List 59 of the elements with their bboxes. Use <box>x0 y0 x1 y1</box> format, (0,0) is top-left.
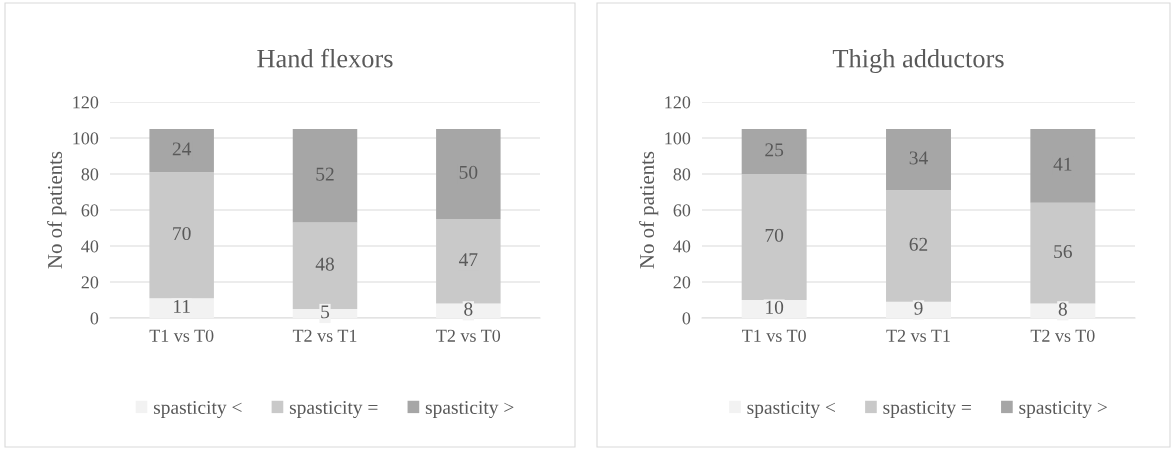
data-label: 24 <box>172 142 192 156</box>
data-label: 52 <box>316 167 334 181</box>
y-tick-label: 100 <box>665 132 691 145</box>
y-tick-label: 100 <box>73 132 99 145</box>
bar <box>741 129 807 174</box>
y-tick-label: 60 <box>81 204 99 217</box>
x-tick-label: T2 vs T0 <box>1030 329 1095 342</box>
legend-label: spasticity = <box>289 400 378 418</box>
data-label: 8 <box>464 302 473 316</box>
x-tick-label: T2 vs T1 <box>292 329 357 342</box>
x-tick-label: T2 vs T1 <box>886 329 950 342</box>
bar <box>149 129 214 173</box>
data-label: 34 <box>909 151 928 165</box>
data-label: 47 <box>458 253 478 266</box>
data-label: 10 <box>766 300 784 314</box>
y-tick-label: 20 <box>81 276 99 289</box>
y-tick-label: 40 <box>81 240 99 253</box>
chart-title: Thigh adductors <box>832 48 1004 73</box>
bar <box>436 129 501 219</box>
data-label: 70 <box>173 226 191 241</box>
y-tick-label: 80 <box>81 168 99 181</box>
data-label: 56 <box>1054 245 1072 259</box>
y-tick-label: 40 <box>673 240 691 253</box>
x-tick-label: T1 vs T0 <box>742 329 806 342</box>
bar <box>1030 202 1096 304</box>
chart-title: Hand flexors <box>257 48 393 68</box>
y-tick-label: 0 <box>90 312 99 325</box>
bar <box>1030 129 1096 203</box>
legend-label: spasticity > <box>425 400 514 418</box>
y-tick-label: 80 <box>673 168 691 181</box>
y-tick-label: 60 <box>673 204 691 217</box>
data-label: 25 <box>765 143 784 157</box>
data-label: 11 <box>174 299 190 313</box>
y-tick-label: 20 <box>673 276 691 289</box>
bar <box>149 172 214 299</box>
data-label: 41 <box>1053 157 1072 171</box>
data-label: 50 <box>459 165 478 179</box>
bar <box>292 129 358 223</box>
legend-label: spasticity < <box>747 400 835 418</box>
bar <box>436 219 501 304</box>
legend-label: spasticity = <box>883 400 971 418</box>
data-label: 62 <box>909 237 928 251</box>
legend-label: spasticity < <box>153 400 242 418</box>
data-label: 8 <box>1058 302 1067 316</box>
data-label: 48 <box>315 257 334 271</box>
legend-label: spasticity > <box>1019 400 1107 418</box>
bar <box>741 174 807 300</box>
bar <box>886 190 951 302</box>
data-label: 9 <box>914 301 923 315</box>
data-label: 70 <box>765 228 784 242</box>
y-tick-label: 120 <box>665 96 691 109</box>
y-tick-label: 0 <box>682 312 691 325</box>
y-axis-title: No of patients <box>639 151 659 269</box>
bar <box>886 129 951 191</box>
x-tick-label: T2 vs T0 <box>436 329 501 342</box>
y-tick-label: 120 <box>73 96 99 109</box>
y-axis-title: No of patients <box>47 151 67 269</box>
x-tick-label: T1 vs T0 <box>149 329 214 342</box>
data-label: 5 <box>321 305 330 319</box>
